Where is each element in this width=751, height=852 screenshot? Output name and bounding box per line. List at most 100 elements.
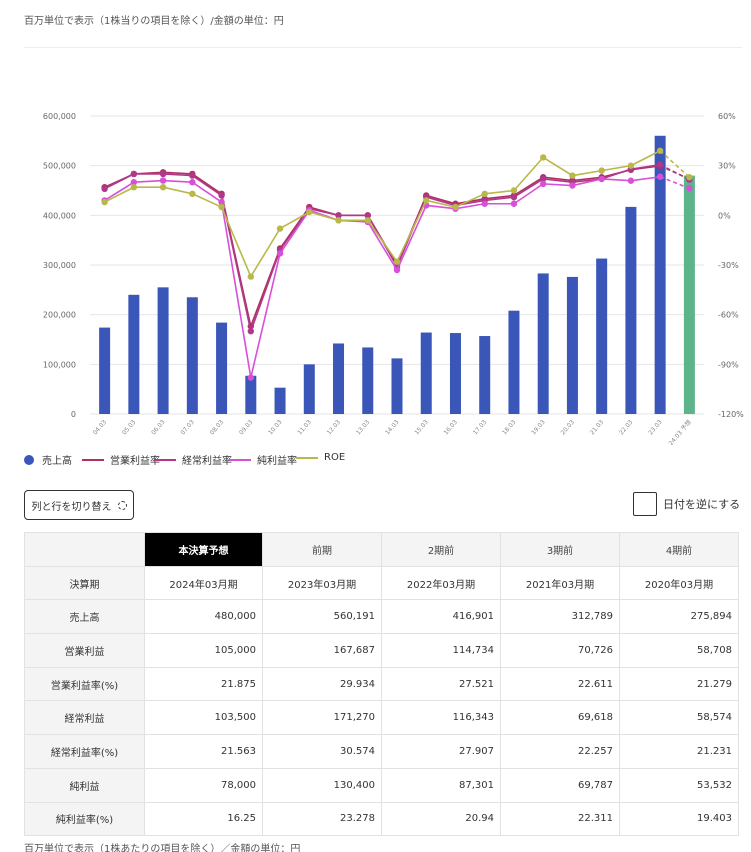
series-point	[335, 217, 342, 224]
table-cell: 19.403	[619, 801, 739, 837]
y-right-tick-label: 60%	[718, 112, 736, 121]
legend-line-icon	[82, 458, 104, 461]
table-cell: 2020年03月期	[619, 565, 739, 601]
x-tick-label: 07.03	[179, 419, 196, 437]
series-point	[130, 183, 138, 191]
y-right-tick-label: -120%	[718, 410, 744, 419]
table-cell: 22.611	[500, 666, 620, 702]
legend-item[interactable]: 経常利益率	[154, 452, 232, 467]
series-point	[598, 175, 605, 183]
table-row: 営業利益 105,000 167,687 114,734 70,726 58,7…	[24, 633, 739, 668]
revenue-margin-chart: 0 -120% 100,000 -90% 200,000 -60% 300,000 -30% 4…	[43, 112, 744, 445]
column-header-forecast: 本決算予想	[144, 532, 263, 567]
y-left-tick-label: 400,000	[43, 211, 76, 220]
bar	[391, 358, 403, 414]
series-point	[423, 197, 430, 204]
table-cell: 2023年03月期	[262, 565, 382, 601]
table-corner	[24, 532, 145, 567]
column-header: 2期前	[381, 532, 501, 567]
series-point	[159, 170, 167, 178]
table-row: 経常利益 103,500 171,270 116,343 69,618 58,5…	[24, 700, 739, 736]
table-cell: 27.521	[381, 666, 501, 702]
series-point	[393, 258, 401, 265]
legend-item[interactable]: 営業利益率	[82, 452, 160, 467]
bar	[274, 387, 286, 414]
series-point	[539, 154, 547, 161]
series-point	[569, 182, 576, 189]
series-point	[247, 328, 255, 335]
series-point	[393, 266, 401, 274]
y-left-tick-label: 100,000	[43, 360, 76, 369]
series-point	[189, 172, 196, 179]
table-cell: 23.278	[262, 801, 382, 837]
series-point	[510, 200, 518, 207]
bar	[99, 327, 111, 414]
series-point	[218, 203, 225, 211]
bar	[186, 297, 198, 414]
series-point	[510, 193, 518, 201]
table-cell: 29.934	[262, 666, 382, 702]
bar	[596, 258, 608, 414]
bar	[479, 336, 491, 414]
divider	[24, 47, 742, 48]
legend-label: 営業利益率	[110, 456, 160, 467]
series-point	[481, 200, 488, 207]
table-cell: 114,734	[381, 633, 501, 668]
table-cell: 58,574	[619, 700, 739, 736]
series-point	[627, 162, 635, 169]
row-label: 経常利益率(%)	[24, 734, 145, 769]
series-point	[335, 212, 342, 219]
bar	[216, 322, 228, 414]
series-point	[481, 190, 488, 198]
legend-dot-icon	[24, 454, 34, 465]
legend-item[interactable]: ROE	[296, 452, 345, 463]
y-left-tick-label: 200,000	[43, 311, 76, 320]
series-point	[130, 170, 138, 178]
series-point	[364, 212, 371, 219]
bar	[420, 332, 432, 414]
unit-note-top: 百万単位で表示（1株当りの項目を除く）/金額の単位：円	[24, 16, 284, 27]
table-cell: 22.257	[500, 734, 620, 769]
row-label: 純利益	[24, 767, 145, 803]
table-cell: 20.94	[381, 801, 501, 837]
x-tick-label: 10.03	[267, 419, 284, 437]
x-tick-label: 17.03	[472, 419, 489, 437]
bar	[625, 206, 637, 414]
table-cell: 105,000	[144, 633, 263, 668]
legend-line-icon	[229, 458, 251, 461]
table-cell: 21.875	[144, 666, 263, 702]
x-tick-label: 16.03	[443, 419, 460, 437]
bar	[654, 135, 666, 415]
series-point	[276, 250, 284, 257]
series-point	[569, 172, 576, 179]
table-cell: 21.563	[144, 734, 263, 769]
reverse-dates-checkbox[interactable]	[633, 492, 657, 516]
table-cell: 480,000	[144, 599, 263, 635]
x-tick-label: 11.03	[296, 419, 313, 437]
financial-table: 本決算予想 前期 2期前 3期前 4期前 決算期 2024年03月期 2023年…	[24, 532, 739, 837]
series-point	[539, 175, 547, 183]
refresh-icon	[117, 500, 127, 510]
series-point	[452, 203, 459, 211]
swap-rows-columns-button[interactable]: 列と行を切り替え	[24, 490, 134, 520]
series-point	[656, 161, 664, 168]
series-point	[189, 190, 196, 198]
row-label: 営業利益	[24, 633, 145, 668]
table-cell: 69,618	[500, 700, 620, 736]
series-forecast-line	[659, 163, 690, 181]
table-cell: 171,270	[262, 700, 382, 736]
series-line	[104, 175, 661, 378]
x-tick-label: 06.03	[150, 419, 167, 437]
table-cell: 2022年03月期	[381, 565, 501, 601]
legend-label: ROE	[324, 452, 346, 463]
reverse-dates-toggle[interactable]: 日付を逆にする	[633, 492, 740, 516]
series-forecast-line	[659, 176, 690, 190]
legend-line-icon	[154, 458, 176, 461]
legend-item[interactable]: 売上高	[24, 452, 72, 467]
legend-label: 純利益率	[257, 456, 297, 467]
series-point	[656, 147, 664, 154]
series-point	[656, 173, 664, 180]
series-point	[364, 217, 371, 224]
legend-item[interactable]: 純利益率	[229, 452, 297, 467]
series-point	[101, 198, 108, 206]
